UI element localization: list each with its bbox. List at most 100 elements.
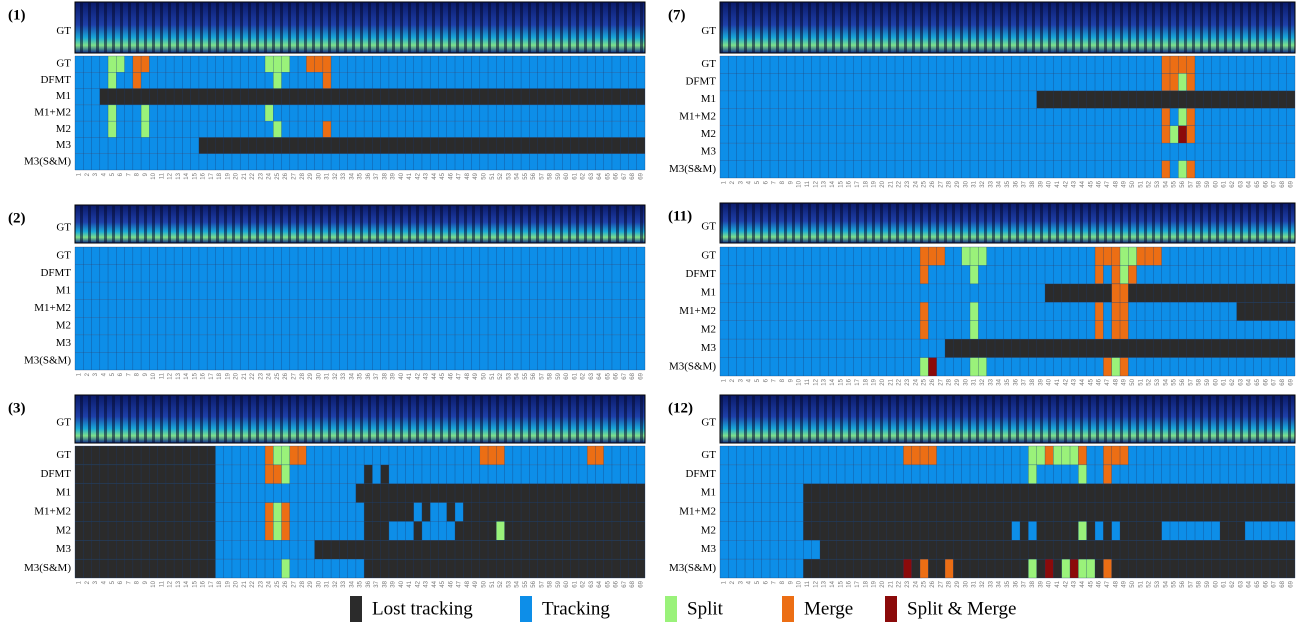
column-label: 16 [201,580,207,587]
column-label: 63 [589,172,595,179]
state-run [265,446,273,465]
column-label: 30 [963,378,969,385]
column-label: 51 [490,580,496,587]
column-label: 42 [415,172,421,179]
state-run [945,559,953,578]
column-label: 43 [424,172,430,179]
column-label: 19 [872,378,878,385]
column-label: 22 [897,580,903,587]
column-label: 26 [283,580,289,587]
figure: (1)GTGTDFMTM1M1+M2M2M3M3(S&M)12345678910… [0,0,1308,623]
column-label: 59 [1205,580,1211,587]
column-label: 69 [638,372,644,379]
column-label: 26 [283,372,289,379]
column-label: 33 [988,180,994,187]
column-label: 60 [1213,180,1219,187]
column-label: 45 [1088,580,1094,587]
state-run [323,72,331,88]
column-label: 23 [258,172,264,179]
column-label: 2 [730,580,736,584]
column-label: 50 [481,580,487,587]
column-label: 32 [333,372,339,379]
state-run [1037,91,1295,108]
column-label: 6 [763,180,769,184]
column-label: 16 [847,378,853,385]
column-label: 22 [250,580,256,587]
column-label: 47 [1105,580,1111,587]
column-label: 46 [448,372,454,379]
column-label: 60 [1213,378,1219,385]
column-label: 33 [988,378,994,385]
column-label: 17 [855,378,861,385]
column-label: 54 [515,172,521,179]
column-label: 65 [605,172,611,179]
column-label: 68 [1280,378,1286,385]
state-run [1120,358,1128,376]
column-label: 14 [184,580,190,587]
column-label: 48 [465,372,471,379]
column-label: 52 [1147,378,1153,385]
state-run [1162,108,1170,125]
column-label: 64 [1247,378,1253,385]
column-label: 18 [863,378,869,385]
column-label: 53 [1155,180,1161,187]
column-label: 35 [1005,580,1011,587]
column-label: 64 [597,172,603,179]
column-label: 28 [300,580,306,587]
row-base [75,154,645,170]
column-label: 10 [151,372,157,379]
column-label: 46 [448,172,454,179]
column-label: 51 [1138,180,1144,187]
state-run [1103,358,1111,376]
column-label: 7 [772,378,778,382]
column-label: 61 [572,372,578,379]
row-name: M3(S&M) [669,163,716,175]
column-label: 48 [1113,580,1119,587]
column-label: 59 [1205,180,1211,187]
column-label: 27 [938,580,944,587]
column-label: 68 [630,580,636,587]
column-label: 39 [391,372,397,379]
state-run [422,503,430,522]
column-label: 3 [93,580,99,584]
column-label: 4 [101,372,107,376]
row-base [720,247,1295,265]
column-label: 33 [341,172,347,179]
row-name: M1 [56,487,71,499]
column-label: 29 [308,372,314,379]
column-label: 42 [1063,378,1069,385]
state-run [1087,521,1095,540]
row-name: M3(S&M) [24,355,71,367]
state-run [273,121,281,137]
column-label: 21 [888,580,894,587]
column-label: 61 [572,580,578,587]
column-label: 32 [333,172,339,179]
state-run [1078,521,1086,540]
column-label: 29 [955,580,961,587]
column-label: 18 [217,372,223,379]
state-run [1095,302,1103,320]
column-label: 25 [275,172,281,179]
column-label: 61 [1222,180,1228,187]
state-run [1120,521,1162,540]
column-label: 48 [1113,180,1119,187]
column-label: 40 [1047,180,1053,187]
column-label: 64 [1247,580,1253,587]
column-label: 66 [614,372,620,379]
column-label: 26 [930,580,936,587]
column-label: 17 [209,580,215,587]
column-label: 47 [457,580,463,587]
column-label: 12 [813,378,819,385]
state-run [920,559,928,578]
row-name: M1+M2 [34,506,71,518]
state-run [1028,465,1036,484]
column-label: 40 [399,580,405,587]
state-run [273,503,281,522]
row-base [75,265,645,283]
column-label: 60 [564,172,570,179]
panel-label: (11) [668,208,692,224]
column-label: 59 [556,372,562,379]
column-label: 54 [1163,580,1169,587]
state-run [381,465,389,484]
column-label: 56 [531,372,537,379]
